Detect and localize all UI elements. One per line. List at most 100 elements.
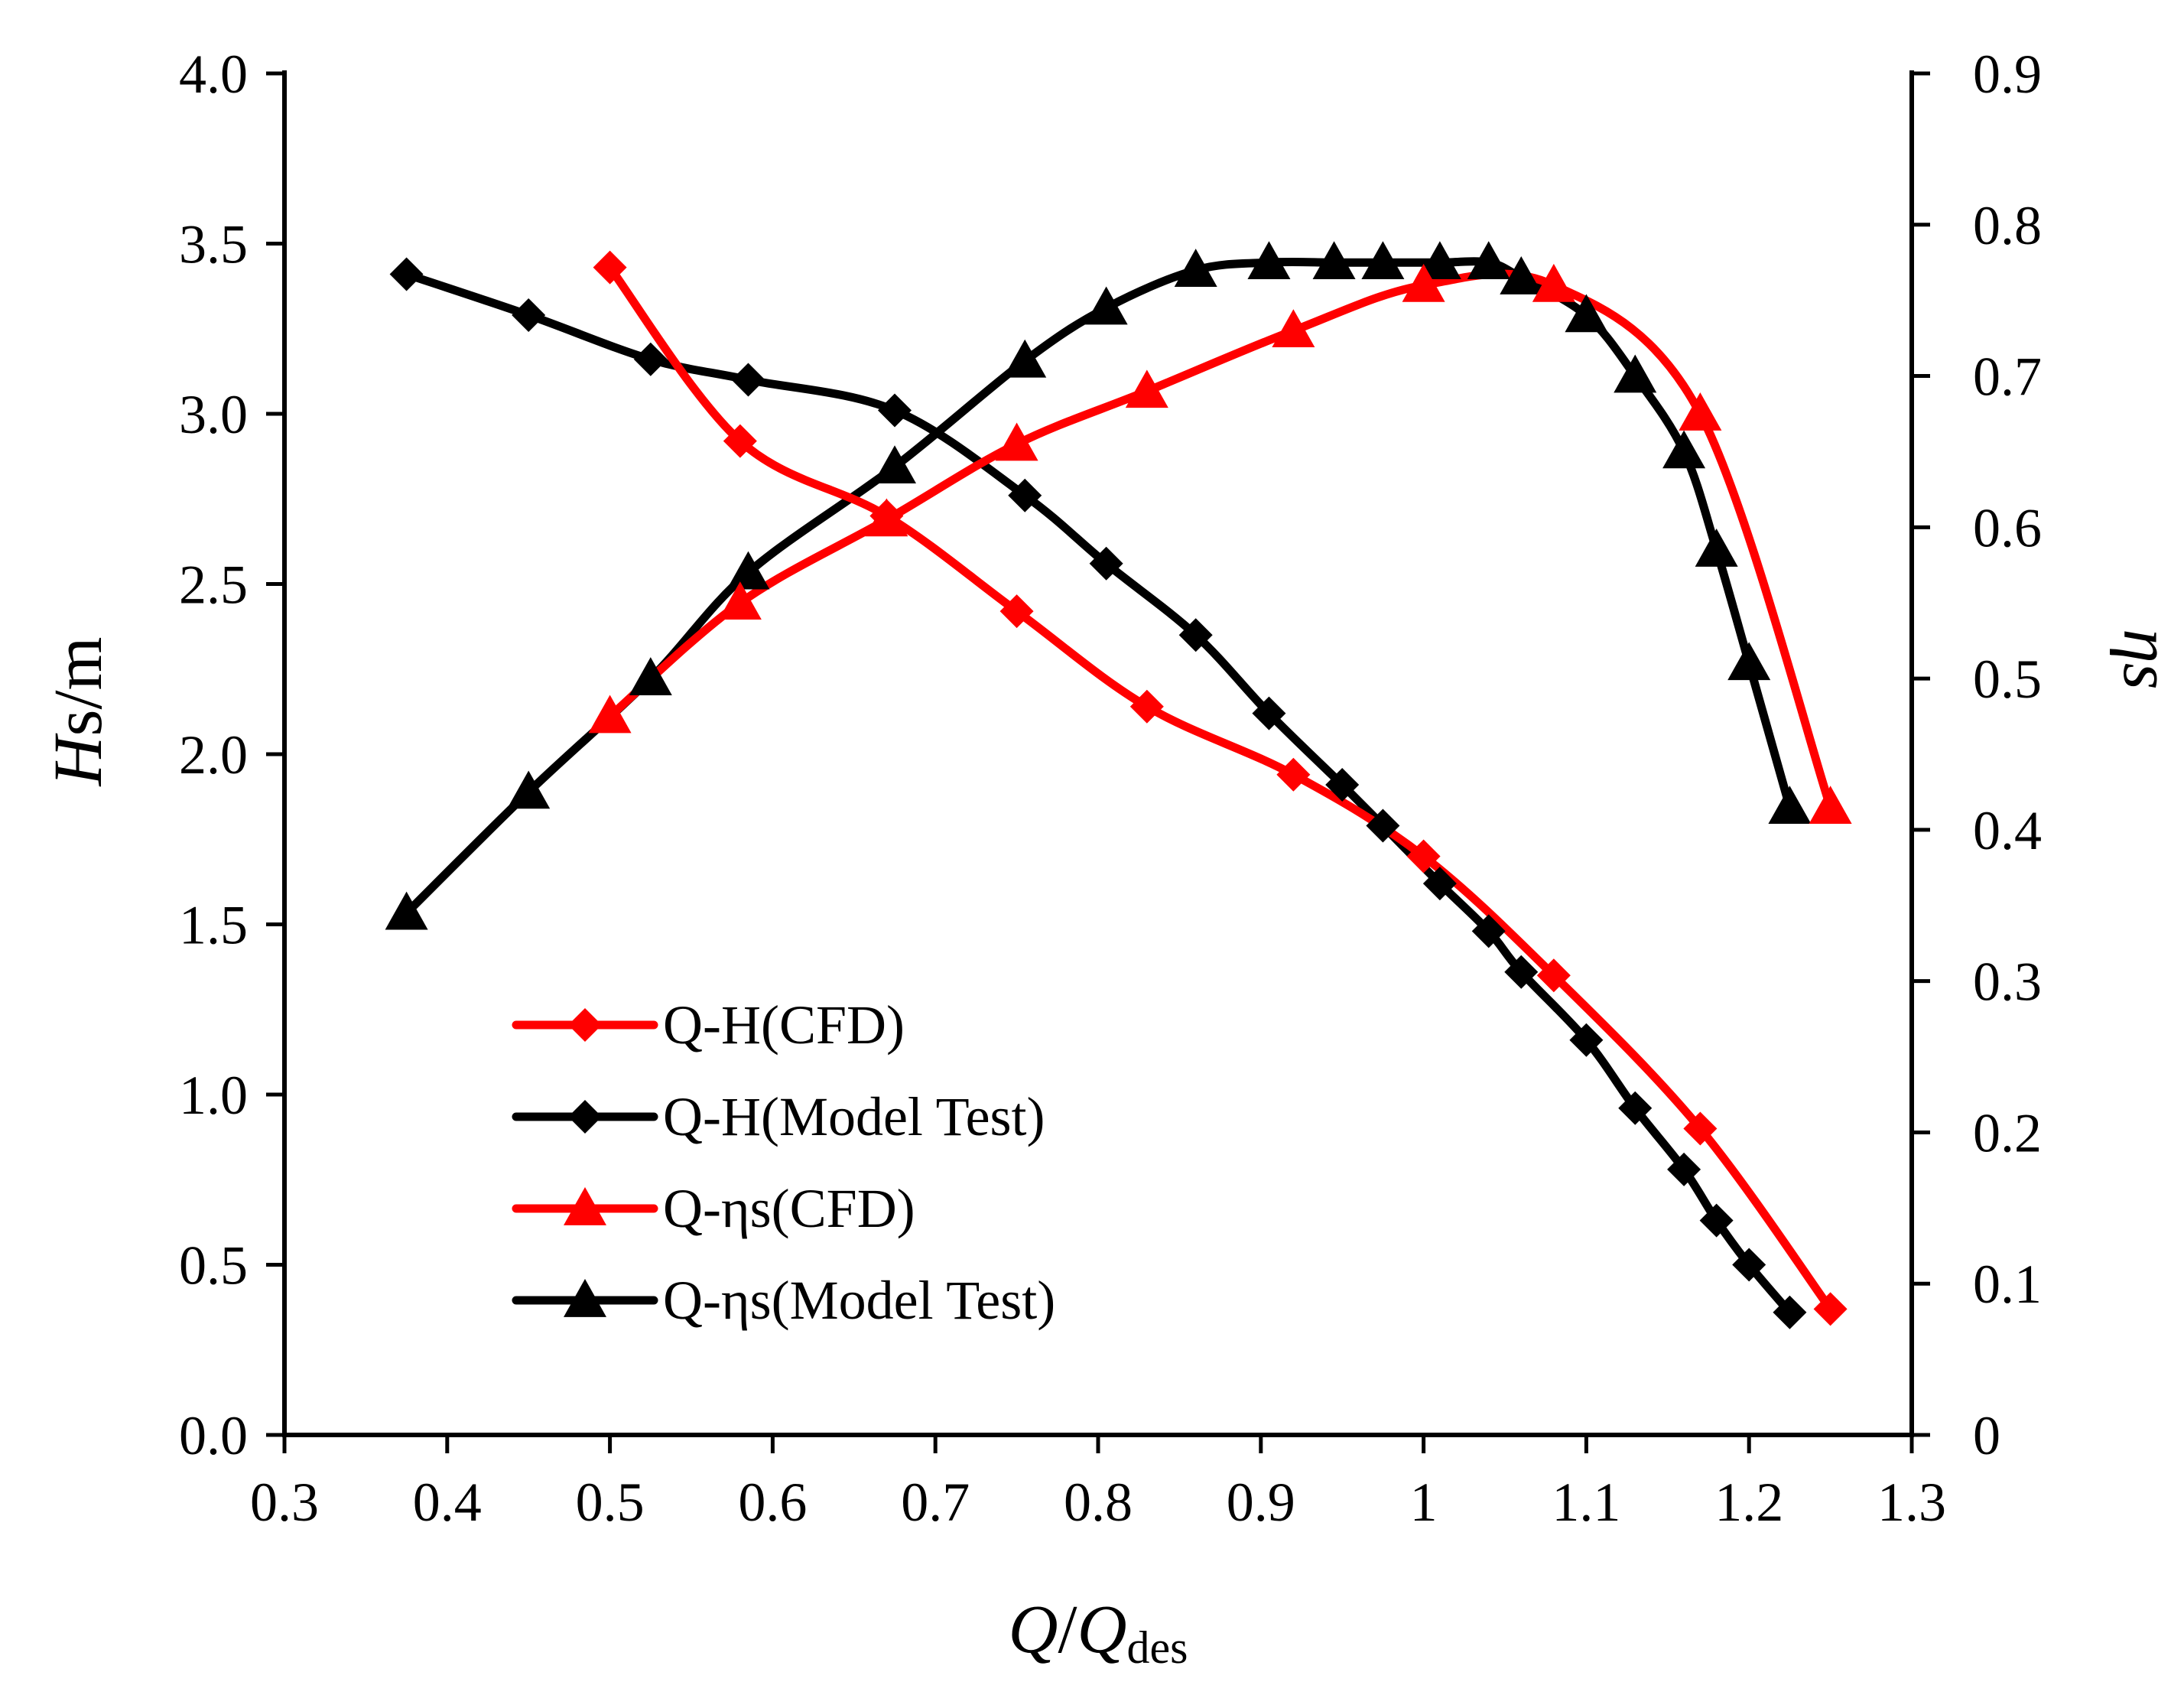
y-right-tick-label: 0.5 xyxy=(1973,649,2042,710)
data-point-q-h-cfd xyxy=(1129,689,1164,724)
data-point-q-h-model-test xyxy=(633,342,668,376)
legend-marker-q-h-cfd xyxy=(568,1008,602,1042)
y-left-tick-label: 3.5 xyxy=(179,214,248,275)
data-point-q-s-cfd xyxy=(588,695,632,734)
data-point-q-s-model-test xyxy=(1695,529,1738,567)
x-tick-label: 0.8 xyxy=(1064,1472,1133,1533)
data-point-q-s-cfd xyxy=(1402,263,1445,302)
plot-markers xyxy=(385,241,1852,1329)
data-point-q-s-model-test xyxy=(1174,249,1217,287)
data-point-q-s-cfd xyxy=(1272,309,1315,348)
legend-label-q-s-model-test: Q-ηs(Model Test) xyxy=(663,1270,1055,1331)
data-point-q-h-model-test xyxy=(1089,546,1123,581)
y-right-tick-label: 0.6 xyxy=(1973,497,2042,558)
y-right-tick-label: 0.1 xyxy=(1973,1254,2042,1315)
data-point-q-h-model-test xyxy=(1504,955,1539,989)
tick-labels: 0.3 0.4 0.5 0.6 0.7 0.8 0.9 1 1.1 1.2 1.3 0.0 0.5 1.0… xyxy=(179,44,2042,1533)
data-point-q-s-model-test xyxy=(1418,241,1461,280)
y-right-tick-label: 0 xyxy=(1973,1405,2000,1466)
data-point-q-s-model-test xyxy=(1768,786,1812,825)
legend-marker-q-s-model-test xyxy=(564,1279,606,1317)
y-right-tick-label: 0.3 xyxy=(1973,952,2042,1013)
data-point-q-s-model-test xyxy=(873,445,916,484)
data-point-q-h-model-test xyxy=(1618,1091,1653,1125)
x-tick-label: 0.5 xyxy=(576,1472,645,1533)
data-point-q-h-cfd xyxy=(1813,1292,1848,1326)
data-point-q-s-cfd xyxy=(1532,263,1575,302)
data-point-q-h-model-test xyxy=(1325,768,1360,802)
y-right-tick-label: 0.9 xyxy=(1973,44,2042,105)
y-left-axis-title: Hs/m xyxy=(41,636,116,786)
axes xyxy=(266,70,1930,1453)
legend-label-q-h-model-test: Q-H(Model Test) xyxy=(663,1086,1045,1147)
series-line-q-h-model-test xyxy=(402,270,1794,1317)
x-tick-label: 1.3 xyxy=(1877,1472,1946,1533)
data-point-q-h-model-test xyxy=(512,298,546,332)
data-point-q-h-cfd xyxy=(1536,958,1571,993)
data-point-q-h-model-test xyxy=(1773,1295,1807,1329)
x-tick-label: 1.2 xyxy=(1714,1472,1783,1533)
data-point-q-h-model-test xyxy=(1178,618,1213,652)
data-point-q-h-model-test xyxy=(731,363,765,397)
data-point-q-s-model-test xyxy=(507,770,551,809)
data-point-q-h-cfd xyxy=(1276,757,1311,792)
data-point-q-s-model-test xyxy=(629,657,672,695)
legend: Q-H(CFD) Q-H(Model Test) Q-ηs(CFD) Q-ηs(Mod… xyxy=(512,994,1055,1331)
data-point-q-h-model-test xyxy=(1252,696,1286,730)
y-right-tick-label: 0.8 xyxy=(1973,195,2042,256)
data-point-q-s-model-test xyxy=(1614,354,1657,393)
data-point-q-s-model-test xyxy=(1003,339,1047,378)
data-point-q-h-cfd xyxy=(723,424,757,458)
y-left-tick-label: 1.5 xyxy=(179,895,248,956)
data-point-q-s-model-test xyxy=(1312,241,1356,280)
data-point-q-h-model-test xyxy=(878,393,912,428)
data-point-q-h-model-test xyxy=(1569,1023,1604,1057)
data-point-q-s-cfd xyxy=(995,422,1038,461)
data-point-q-s-model-test xyxy=(1565,294,1608,333)
data-point-q-s-cfd xyxy=(865,498,908,537)
y-right-axis-title: ηs xyxy=(2109,629,2184,690)
x-tick-label: 0.4 xyxy=(413,1472,482,1533)
data-point-q-s-model-test xyxy=(726,551,770,590)
y-right-tick-label: 0.2 xyxy=(1973,1102,2042,1163)
legend-label-q-s-cfd: Q-ηs(CFD) xyxy=(663,1178,915,1239)
series-line-q-h-cfd xyxy=(606,263,1835,1313)
data-point-q-s-model-test xyxy=(1727,642,1771,681)
data-point-q-h-model-test xyxy=(1422,867,1457,901)
data-point-q-s-model-test xyxy=(385,891,428,930)
y-left-tick-label: 3.0 xyxy=(179,384,248,445)
y-left-tick-label: 4.0 xyxy=(179,44,248,105)
legend-label-q-h-cfd: Q-H(CFD) xyxy=(663,994,905,1056)
x-tick-label: 0.7 xyxy=(901,1472,970,1533)
data-point-q-h-model-test xyxy=(1471,914,1506,948)
data-point-q-h-cfd xyxy=(593,250,627,285)
y-left-tick-label: 2.5 xyxy=(179,555,248,616)
data-point-q-s-cfd xyxy=(1679,392,1722,431)
data-point-q-s-model-test xyxy=(1247,241,1291,280)
data-point-q-h-model-test xyxy=(1667,1152,1701,1186)
data-point-q-h-model-test xyxy=(1699,1203,1734,1238)
y-right-tick-label: 0.4 xyxy=(1973,800,2042,861)
x-tick-label: 1 xyxy=(1410,1472,1438,1533)
data-point-q-h-cfd xyxy=(999,594,1034,629)
x-tick-label: 0.6 xyxy=(738,1472,807,1533)
data-point-q-h-model-test xyxy=(1366,808,1400,843)
data-point-q-s-cfd xyxy=(1809,786,1852,825)
data-point-q-s-cfd xyxy=(1125,369,1168,408)
y-right-tick-label: 0.7 xyxy=(1973,346,2042,408)
data-point-q-s-model-test xyxy=(1361,241,1405,280)
data-point-q-s-model-test xyxy=(1500,256,1543,294)
data-point-q-s-model-test xyxy=(1662,430,1706,469)
data-point-q-h-model-test xyxy=(1008,478,1042,512)
x-tick-label: 0.3 xyxy=(250,1472,319,1533)
legend-marker-q-s-cfd xyxy=(564,1187,606,1225)
data-point-q-h-model-test xyxy=(389,257,424,291)
legend-marker-q-h-model-test xyxy=(568,1100,602,1134)
x-tick-label: 0.9 xyxy=(1227,1472,1295,1533)
data-point-q-h-model-test xyxy=(1732,1248,1766,1282)
y-left-tick-label: 0.0 xyxy=(179,1405,248,1466)
series-line-q-s-model-test xyxy=(402,257,1794,918)
y-left-tick-label: 2.0 xyxy=(179,724,248,786)
